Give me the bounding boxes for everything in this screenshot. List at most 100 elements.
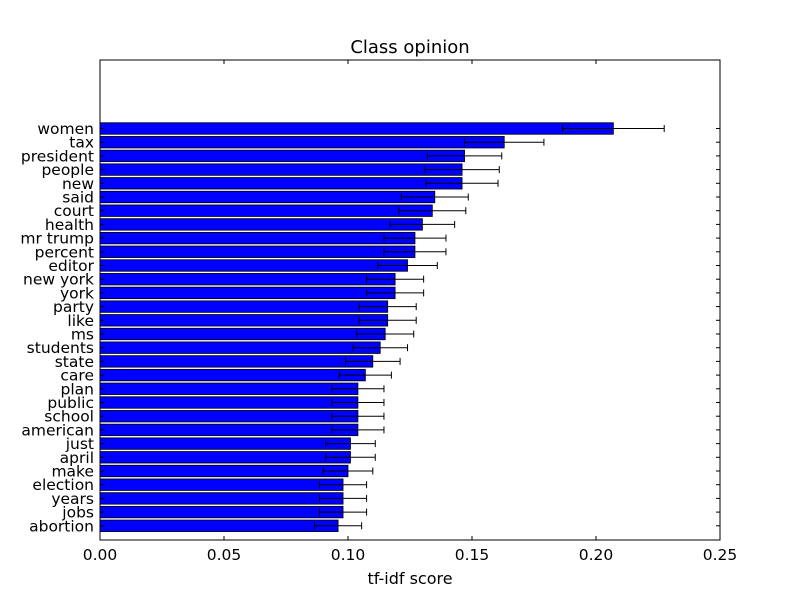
error-bar bbox=[358, 316, 417, 324]
error-bar bbox=[318, 481, 368, 489]
bar-new-york bbox=[99, 273, 396, 286]
bar-ms bbox=[99, 327, 386, 341]
bar-years bbox=[99, 492, 344, 505]
x-tick-label: 0.20 bbox=[579, 546, 614, 564]
error-bar bbox=[325, 453, 376, 461]
y-tick-label: new bbox=[62, 175, 94, 193]
error-bar bbox=[331, 399, 385, 406]
error-bar bbox=[366, 275, 425, 283]
y-tick-label: editor bbox=[48, 257, 94, 275]
plot-frame bbox=[99, 59, 721, 541]
error-bar bbox=[322, 467, 374, 475]
y-tick-label: health bbox=[45, 216, 94, 234]
error-bar bbox=[426, 152, 503, 160]
error-bar bbox=[314, 522, 363, 530]
bar-health bbox=[99, 218, 423, 231]
error-bar bbox=[366, 289, 425, 297]
y-tick-label: april bbox=[60, 449, 94, 467]
y-tick-label: york bbox=[60, 284, 94, 302]
error-bar bbox=[424, 166, 500, 174]
x-tick-label: 0.05 bbox=[207, 546, 242, 564]
bar-percent bbox=[99, 245, 416, 258]
bar-just bbox=[99, 437, 351, 450]
error-bar bbox=[389, 220, 456, 228]
y-tick-label: ms bbox=[71, 326, 94, 344]
bar-court bbox=[99, 204, 433, 217]
bar-make bbox=[99, 464, 349, 478]
y-tick-label: party bbox=[53, 298, 94, 316]
error-bar bbox=[562, 125, 665, 132]
y-tick-label: court bbox=[54, 202, 94, 220]
y-tick-label: like bbox=[67, 312, 94, 330]
bar-public bbox=[99, 396, 359, 409]
error-bar bbox=[331, 385, 385, 393]
error-bar bbox=[425, 179, 499, 187]
y-tick-label: abortion bbox=[29, 517, 94, 535]
bar-like bbox=[99, 314, 389, 327]
bar-mr-trump bbox=[99, 231, 416, 245]
y-tick-label: make bbox=[51, 463, 94, 481]
error-bar bbox=[356, 330, 415, 338]
y-tick-label: state bbox=[55, 353, 94, 371]
y-tick-label: mr trump bbox=[20, 230, 94, 248]
bar-state bbox=[99, 355, 374, 368]
y-tick-label: students bbox=[27, 339, 94, 357]
bar-american bbox=[99, 423, 359, 437]
y-tick-label: school bbox=[44, 408, 94, 426]
y-tick-label: percent bbox=[35, 243, 94, 261]
y-tick-label: jobs bbox=[61, 504, 94, 522]
bar-care bbox=[99, 368, 366, 382]
error-bar bbox=[318, 494, 368, 502]
y-tick-label: plan bbox=[61, 380, 94, 398]
error-bar bbox=[383, 248, 447, 256]
bar-president bbox=[99, 149, 465, 163]
x-tick-label: 0.00 bbox=[83, 546, 118, 564]
error-bar bbox=[331, 412, 385, 420]
error-bar bbox=[377, 262, 438, 269]
bar-york bbox=[99, 286, 396, 300]
error-bar bbox=[464, 138, 545, 146]
bar-editor bbox=[99, 259, 408, 272]
y-tick-label: election bbox=[32, 476, 94, 494]
y-tick-label: years bbox=[51, 490, 94, 508]
bar-election bbox=[99, 478, 344, 491]
x-axis-ticks: 0.00 0.05 0.10 0.15 0.20 0.25 bbox=[83, 60, 737, 564]
chart-title: Class opinion bbox=[350, 37, 469, 58]
bar-jobs bbox=[99, 505, 344, 519]
error-bar bbox=[358, 303, 417, 311]
x-axis-label: tf-idf score bbox=[367, 569, 452, 588]
error-bar bbox=[318, 508, 368, 516]
bars-layer bbox=[99, 122, 614, 532]
y-tick-label: women bbox=[37, 120, 94, 138]
x-tick-label: 0.10 bbox=[331, 546, 366, 564]
bar-women bbox=[99, 122, 614, 135]
y-tick-label: tax bbox=[69, 134, 94, 152]
bar-abortion bbox=[99, 519, 339, 532]
y-tick-label: new york bbox=[23, 271, 94, 289]
y-tick-label: said bbox=[62, 189, 94, 207]
bar-tax bbox=[99, 136, 505, 149]
error-bar bbox=[383, 234, 447, 242]
bar-party bbox=[99, 300, 389, 313]
bar-april bbox=[99, 451, 351, 464]
error-bar bbox=[400, 193, 469, 201]
bar-said bbox=[99, 190, 436, 204]
error-bar bbox=[338, 371, 392, 379]
error-bar bbox=[325, 440, 376, 448]
bar-school bbox=[99, 410, 359, 423]
error-bar bbox=[352, 344, 409, 352]
error-bars-layer bbox=[314, 125, 665, 530]
bar-plan bbox=[99, 382, 359, 395]
y-tick-label: public bbox=[47, 394, 94, 412]
error-bar bbox=[398, 207, 467, 215]
error-bar bbox=[345, 357, 401, 365]
error-bar bbox=[331, 426, 385, 434]
bar-students bbox=[99, 341, 381, 354]
y-tick-label: just bbox=[65, 435, 94, 453]
x-tick-label: 0.15 bbox=[455, 546, 490, 564]
y-tick-label: american bbox=[21, 421, 94, 439]
y-tick-label: president bbox=[21, 147, 94, 165]
bar-people bbox=[99, 163, 463, 176]
y-tick-label: care bbox=[60, 367, 94, 385]
